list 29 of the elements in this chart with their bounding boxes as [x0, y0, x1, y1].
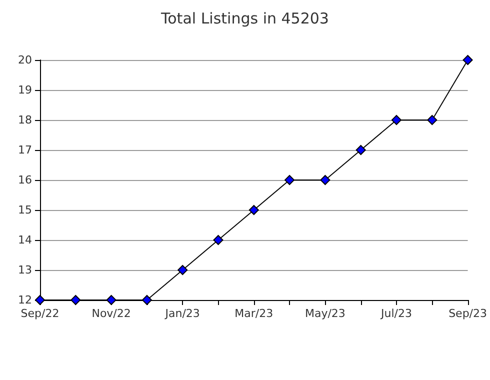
x-tick-label: Jan/23: [164, 307, 200, 320]
x-tick-label: Mar/23: [234, 307, 274, 320]
y-tick-label: 15: [18, 204, 32, 216]
point: [320, 175, 330, 185]
point: [356, 145, 366, 155]
point: [70, 295, 81, 305]
point: [178, 265, 188, 275]
chart-title: Total Listings in 45203: [160, 10, 329, 28]
point: [391, 115, 402, 125]
x-tick-label: Sep/23: [448, 307, 487, 320]
y-tick-label: 20: [18, 54, 32, 66]
y-tick-label: 18: [18, 114, 32, 126]
point: [427, 115, 438, 125]
y-tick-label: 17: [18, 144, 32, 156]
x-tick-label: Jul/23: [380, 307, 412, 320]
point: [462, 55, 473, 65]
x-tick-label: Nov/22: [92, 307, 131, 320]
point: [284, 175, 295, 185]
y-tick-label: 16: [18, 174, 32, 186]
point: [106, 295, 116, 305]
x-tick-label: Sep/22: [20, 307, 60, 320]
y-tick-label: 19: [18, 84, 32, 96]
point: [142, 295, 152, 305]
y-tick-label: 12: [18, 294, 32, 306]
point: [213, 235, 224, 245]
point: [248, 205, 259, 215]
x-tick-label: May/23: [304, 307, 346, 320]
y-tick-label: 13: [18, 264, 32, 276]
y-tick-label: 14: [18, 234, 32, 246]
